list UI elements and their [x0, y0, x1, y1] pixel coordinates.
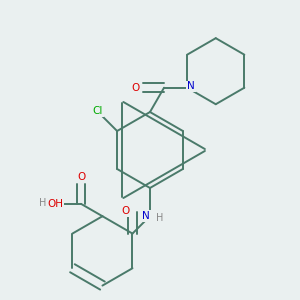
Text: H: H	[156, 213, 163, 223]
Text: N: N	[187, 81, 195, 92]
Text: Cl: Cl	[93, 106, 103, 116]
Text: O: O	[121, 206, 129, 216]
Text: N: N	[187, 81, 195, 92]
Text: OH: OH	[47, 199, 63, 209]
Text: O: O	[131, 83, 140, 93]
Text: N: N	[142, 211, 150, 221]
Text: H: H	[39, 198, 47, 208]
Text: O: O	[77, 172, 85, 182]
